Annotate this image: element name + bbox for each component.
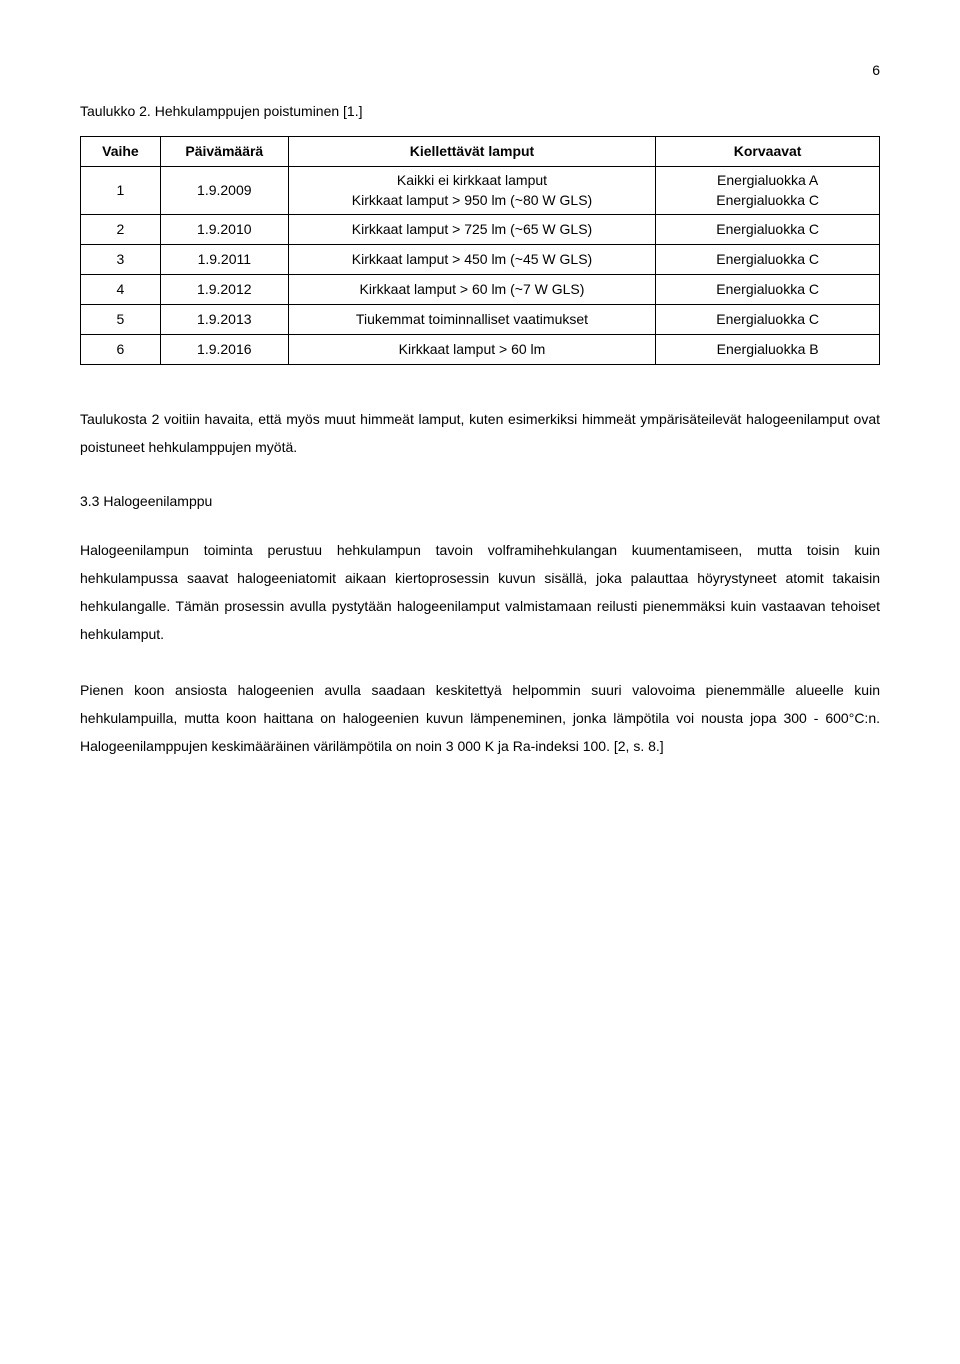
cell-korv: Energialuokka C xyxy=(656,305,880,335)
cell-korv: Energialuokka B xyxy=(656,335,880,365)
cell-date: 1.9.2012 xyxy=(160,275,288,305)
cell-kiel: Kirkkaat lamput > 450 lm (~45 W GLS) xyxy=(288,245,656,275)
cell-kiel: Tiukemmat toiminnalliset vaatimukset xyxy=(288,305,656,335)
cell-vaihe: 3 xyxy=(81,245,161,275)
cell-korv: Energialuokka C xyxy=(656,275,880,305)
table-header-row: Vaihe Päivämäärä Kiellettävät lamput Kor… xyxy=(81,137,880,167)
header-vaihe: Vaihe xyxy=(81,137,161,167)
paragraph-1: Taulukosta 2 voitiin havaita, että myös … xyxy=(80,405,880,461)
cell-date: 1.9.2009 xyxy=(160,167,288,215)
header-kiel: Kiellettävät lamput xyxy=(288,137,656,167)
cell-date: 1.9.2010 xyxy=(160,215,288,245)
cell-kiel: Kirkkaat lamput > 60 lm xyxy=(288,335,656,365)
table-row: 5 1.9.2013 Tiukemmat toiminnalliset vaat… xyxy=(81,305,880,335)
cell-korv-line1: Energialuokka A xyxy=(666,171,869,191)
cell-korv: Energialuokka C xyxy=(656,215,880,245)
table-row: 3 1.9.2011 Kirkkaat lamput > 450 lm (~45… xyxy=(81,245,880,275)
cell-kiel: Kirkkaat lamput > 725 lm (~65 W GLS) xyxy=(288,215,656,245)
cell-korv: Energialuokka C xyxy=(656,245,880,275)
cell-kiel: Kaikki ei kirkkaat lamput Kirkkaat lampu… xyxy=(288,167,656,215)
paragraph-2: Halogeenilampun toiminta perustuu hehkul… xyxy=(80,536,880,648)
cell-date: 1.9.2016 xyxy=(160,335,288,365)
cell-date: 1.9.2013 xyxy=(160,305,288,335)
cell-vaihe: 4 xyxy=(81,275,161,305)
table-caption: Taulukko 2. Hehkulamppujen poistuminen [… xyxy=(80,101,880,122)
header-korv: Korvaavat xyxy=(656,137,880,167)
page-number: 6 xyxy=(80,60,880,81)
cell-kiel: Kirkkaat lamput > 60 lm (~7 W GLS) xyxy=(288,275,656,305)
cell-vaihe: 1 xyxy=(81,167,161,215)
cell-kiel-line2: Kirkkaat lamput > 950 lm (~80 W GLS) xyxy=(299,191,646,211)
paragraph-3: Pienen koon ansiosta halogeenien avulla … xyxy=(80,676,880,760)
table-row: 2 1.9.2010 Kirkkaat lamput > 725 lm (~65… xyxy=(81,215,880,245)
section-heading: 3.3 Halogeenilamppu xyxy=(80,491,880,512)
cell-korv-line2: Energialuokka C xyxy=(666,191,869,211)
cell-korv: Energialuokka A Energialuokka C xyxy=(656,167,880,215)
cell-vaihe: 5 xyxy=(81,305,161,335)
data-table: Vaihe Päivämäärä Kiellettävät lamput Kor… xyxy=(80,136,880,365)
cell-kiel-line1: Kaikki ei kirkkaat lamput xyxy=(299,171,646,191)
table-row: 6 1.9.2016 Kirkkaat lamput > 60 lm Energ… xyxy=(81,335,880,365)
table-row: 4 1.9.2012 Kirkkaat lamput > 60 lm (~7 W… xyxy=(81,275,880,305)
cell-date: 1.9.2011 xyxy=(160,245,288,275)
cell-vaihe: 2 xyxy=(81,215,161,245)
cell-vaihe: 6 xyxy=(81,335,161,365)
header-date: Päivämäärä xyxy=(160,137,288,167)
table-row: 1 1.9.2009 Kaikki ei kirkkaat lamput Kir… xyxy=(81,167,880,215)
